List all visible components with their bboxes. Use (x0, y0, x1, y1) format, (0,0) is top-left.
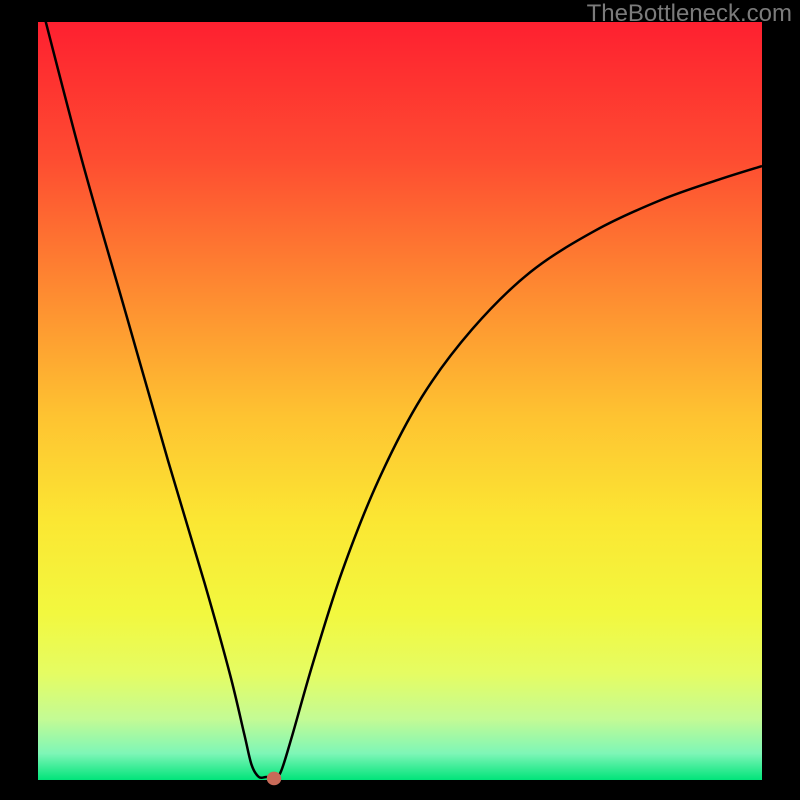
bottleneck-chart (0, 0, 800, 800)
optimum-marker (267, 772, 281, 786)
chart-background-gradient (38, 22, 762, 780)
chart-stage: TheBottleneck.com (0, 0, 800, 800)
